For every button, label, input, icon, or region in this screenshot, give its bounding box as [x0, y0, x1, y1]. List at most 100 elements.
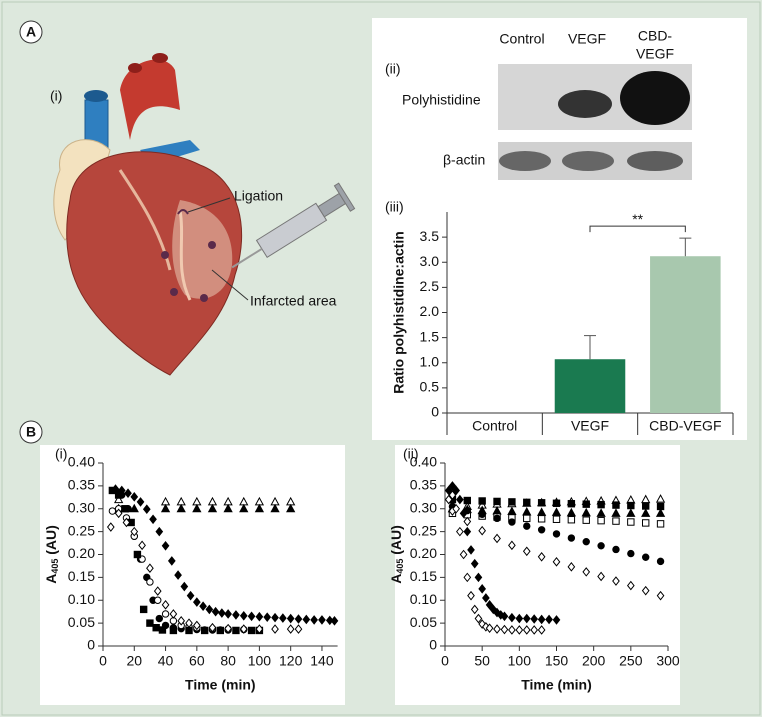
y-axis-label: A405 (AU): [388, 525, 406, 584]
column-label: VEGF: [636, 46, 674, 62]
data-point: [508, 518, 516, 526]
data-point: [108, 507, 117, 515]
data-point: [627, 518, 635, 526]
panel-sub-label: (ii): [385, 61, 401, 77]
data-point: [552, 615, 561, 625]
y-tick-label: 0.15: [410, 568, 437, 584]
data-point: [500, 624, 509, 635]
y-tick-label: 3.0: [420, 253, 440, 269]
data-point: [515, 613, 524, 624]
data-point: [160, 503, 171, 513]
data-point: [463, 496, 472, 505]
data-point: [294, 614, 303, 624]
data-point: [567, 562, 576, 572]
data-point: [612, 545, 620, 554]
data-point: [133, 550, 142, 559]
data-point: [551, 507, 562, 516]
data-point: [523, 514, 531, 523]
data-point: [581, 507, 591, 517]
data-point: [641, 508, 651, 517]
data-point: [463, 526, 472, 537]
data-point: [463, 516, 472, 527]
data-point: [254, 503, 265, 513]
y-tick-label: 0: [431, 404, 439, 420]
data-point: [218, 608, 226, 618]
data-point: [448, 481, 457, 491]
data-point: [566, 507, 577, 517]
y-tick-label: 0.40: [410, 454, 437, 470]
y-tick-label: 0.20: [68, 545, 95, 561]
y-tick-label: 1.0: [420, 353, 440, 369]
data-point: [567, 516, 576, 524]
data-point: [185, 626, 193, 635]
data-point: [161, 541, 170, 551]
data-point: [310, 615, 318, 625]
data-point: [223, 503, 233, 513]
data-point: [597, 542, 605, 550]
data-point: [130, 526, 139, 537]
data-point: [444, 485, 453, 496]
panel-badge: [19, 20, 43, 44]
data-point: [208, 622, 217, 633]
data-point: [129, 503, 139, 513]
data-point: [138, 540, 146, 551]
y-tick-label: 0: [87, 637, 95, 653]
data-point: [626, 508, 636, 517]
y-axis-label-part: 405: [395, 559, 405, 574]
heart-illustration: [53, 53, 356, 376]
y-axis-label-part: (AU): [43, 525, 59, 558]
data-point: [641, 585, 650, 596]
data-point: [478, 497, 486, 505]
data-point: [485, 600, 494, 610]
data-point: [552, 530, 561, 538]
data-point: [271, 612, 279, 623]
data-point: [271, 624, 279, 634]
data-point: [286, 503, 296, 513]
data-point: [515, 625, 524, 635]
data-point: [169, 626, 178, 635]
data-point: [459, 549, 468, 560]
panel-sub-label: (iii): [385, 199, 404, 215]
x-tick-label: 250: [619, 653, 643, 669]
data-point: [493, 514, 501, 523]
x-tick-label: 80: [220, 653, 236, 669]
x-tick-label: Control: [472, 418, 517, 434]
y-tick-label: 0.20: [410, 545, 437, 561]
data-point: [582, 500, 590, 508]
data-point: [452, 503, 460, 514]
data-point: [205, 604, 214, 615]
y-tick-label: 0.10: [68, 591, 95, 607]
data-point: [161, 610, 170, 618]
data-point: [153, 586, 162, 596]
data-point: [161, 600, 170, 610]
data-point: [537, 625, 546, 635]
bar: [554, 359, 626, 413]
data-point: [167, 556, 176, 566]
data-point: [114, 508, 123, 519]
y-axis-label-part: A: [43, 574, 59, 584]
y-tick-label: 1.5: [420, 328, 440, 344]
data-point: [612, 517, 620, 525]
data-point: [152, 624, 160, 632]
data-point: [582, 567, 591, 577]
data-point: [467, 545, 475, 555]
data-point: [263, 612, 272, 622]
data-point: [180, 581, 189, 592]
data-point: [224, 609, 232, 619]
column-label: CBD-: [638, 28, 673, 44]
data-point: [493, 533, 501, 544]
y-tick-label: 0.15: [68, 568, 95, 584]
data-point: [239, 624, 248, 634]
y-axis-label: A405 (AU): [43, 525, 61, 584]
data-point: [192, 620, 201, 631]
data-point: [146, 578, 154, 586]
data-point: [155, 526, 164, 537]
data-point: [155, 614, 164, 623]
plot-area: [395, 445, 680, 705]
panel-label: A: [26, 24, 36, 40]
data-point: [522, 625, 531, 635]
data-point: [478, 510, 486, 518]
data-point: [199, 601, 207, 611]
y-tick-label: 0: [429, 637, 437, 653]
